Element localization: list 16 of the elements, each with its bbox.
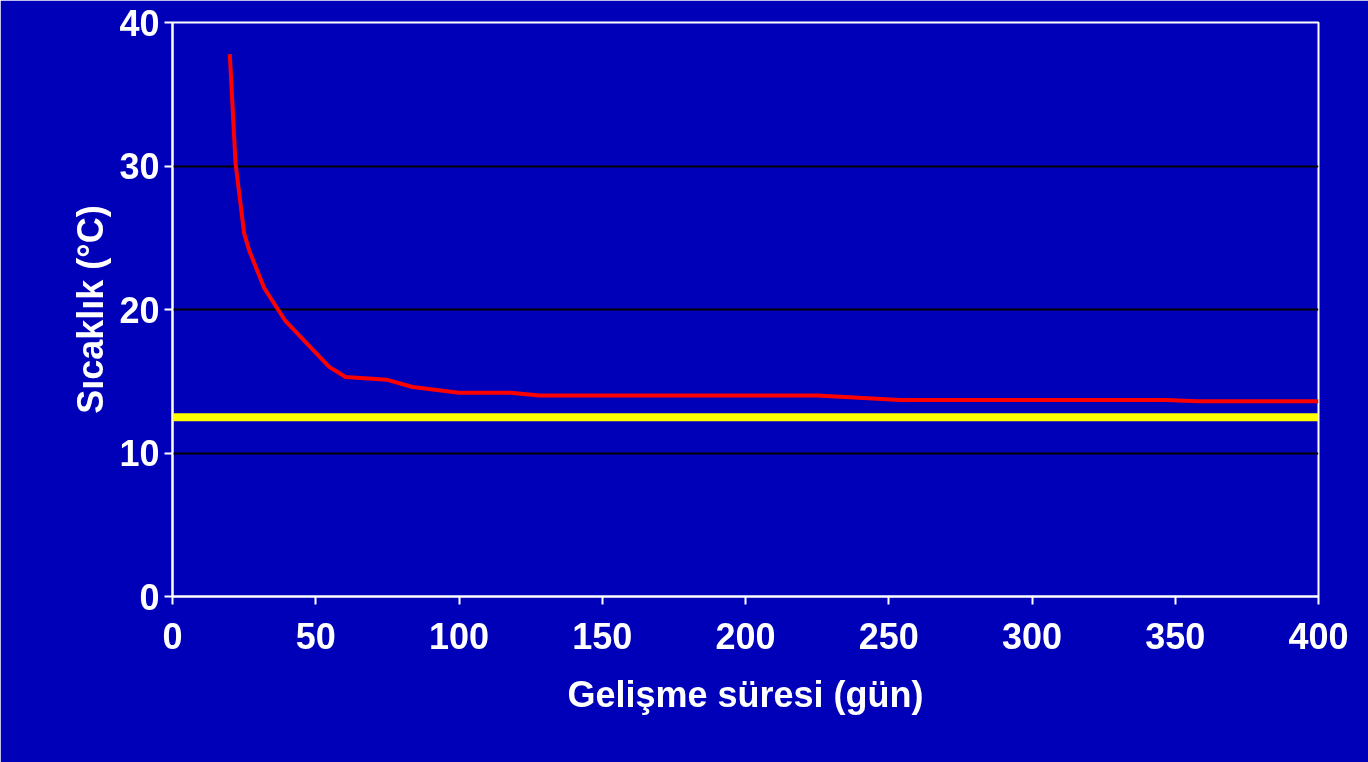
x-tick-label: 50 — [295, 615, 336, 657]
x-tick-label: 400 — [1288, 615, 1349, 657]
x-tick-label: 300 — [1001, 615, 1063, 657]
y-tick-label: 30 — [119, 146, 160, 187]
x-axis-title: Gelişme süresi (gün) — [567, 673, 924, 715]
x-tick-label: 250 — [858, 615, 919, 657]
x-tick-label: 150 — [572, 615, 633, 657]
x-tick-label: 100 — [428, 615, 490, 657]
y-axis-title: Sıcaklık (°C) — [70, 205, 112, 414]
y-tick-label: 0 — [139, 576, 160, 618]
x-tick-label: 200 — [715, 615, 776, 657]
y-tick-label: 40 — [119, 2, 160, 44]
x-tick-label: 350 — [1145, 615, 1206, 657]
line-series — [227, 52, 1319, 404]
y-tick-label: 20 — [119, 289, 160, 331]
y-tick-label: 10 — [119, 433, 160, 474]
